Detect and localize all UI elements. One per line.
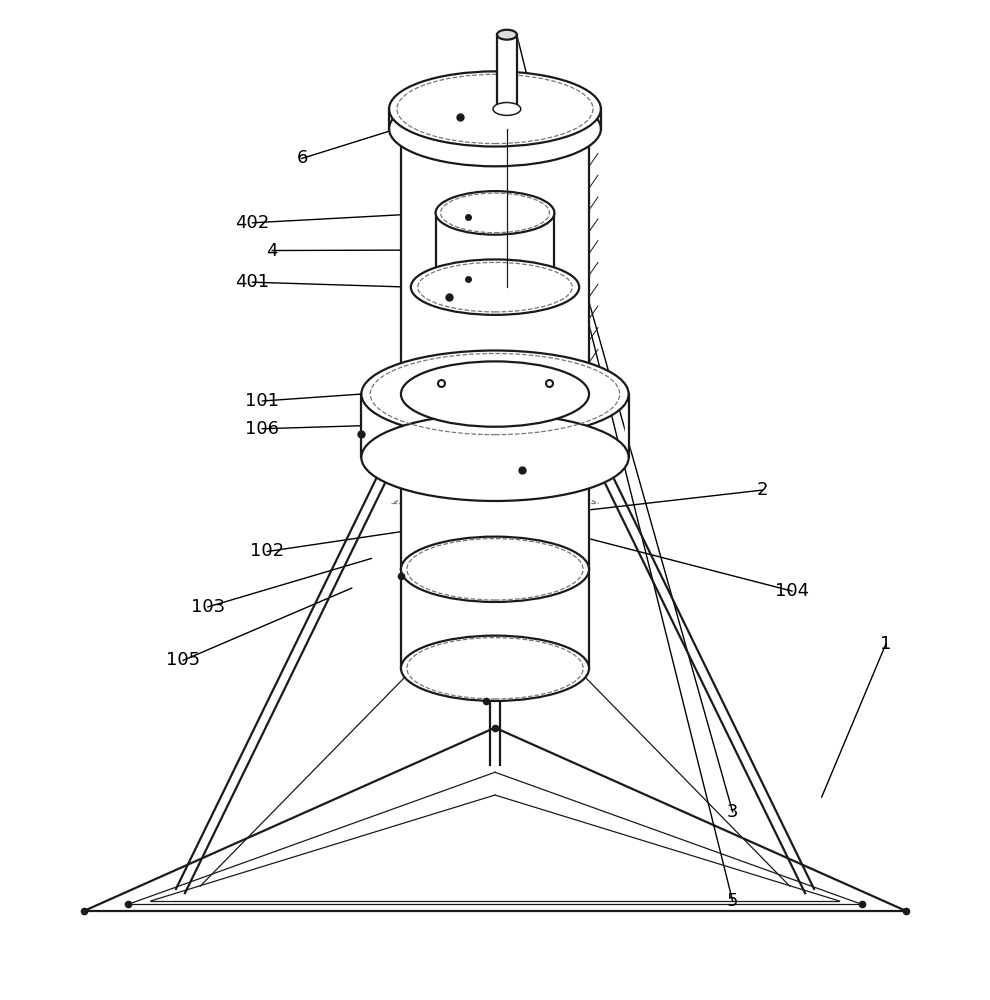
Text: 2: 2 (756, 481, 768, 499)
Ellipse shape (361, 351, 629, 438)
Ellipse shape (389, 91, 601, 166)
Text: 102: 102 (250, 542, 284, 560)
Ellipse shape (401, 361, 589, 427)
Ellipse shape (497, 30, 517, 40)
Text: 104: 104 (775, 582, 809, 600)
Text: 402: 402 (236, 214, 269, 232)
Ellipse shape (361, 414, 629, 501)
Ellipse shape (411, 259, 579, 315)
Ellipse shape (389, 71, 601, 147)
Text: 6: 6 (296, 149, 308, 167)
Text: 105: 105 (166, 651, 200, 669)
Ellipse shape (436, 191, 554, 235)
Ellipse shape (493, 103, 521, 115)
Text: 401: 401 (236, 273, 269, 291)
Text: 3: 3 (727, 803, 739, 821)
Text: 103: 103 (191, 598, 225, 616)
Ellipse shape (401, 96, 589, 161)
Text: 101: 101 (246, 392, 279, 410)
Text: 5: 5 (727, 892, 739, 910)
Text: 1: 1 (880, 635, 892, 653)
Text: 106: 106 (246, 420, 279, 438)
Ellipse shape (401, 537, 589, 602)
Ellipse shape (401, 636, 589, 701)
Text: 4: 4 (266, 242, 278, 260)
